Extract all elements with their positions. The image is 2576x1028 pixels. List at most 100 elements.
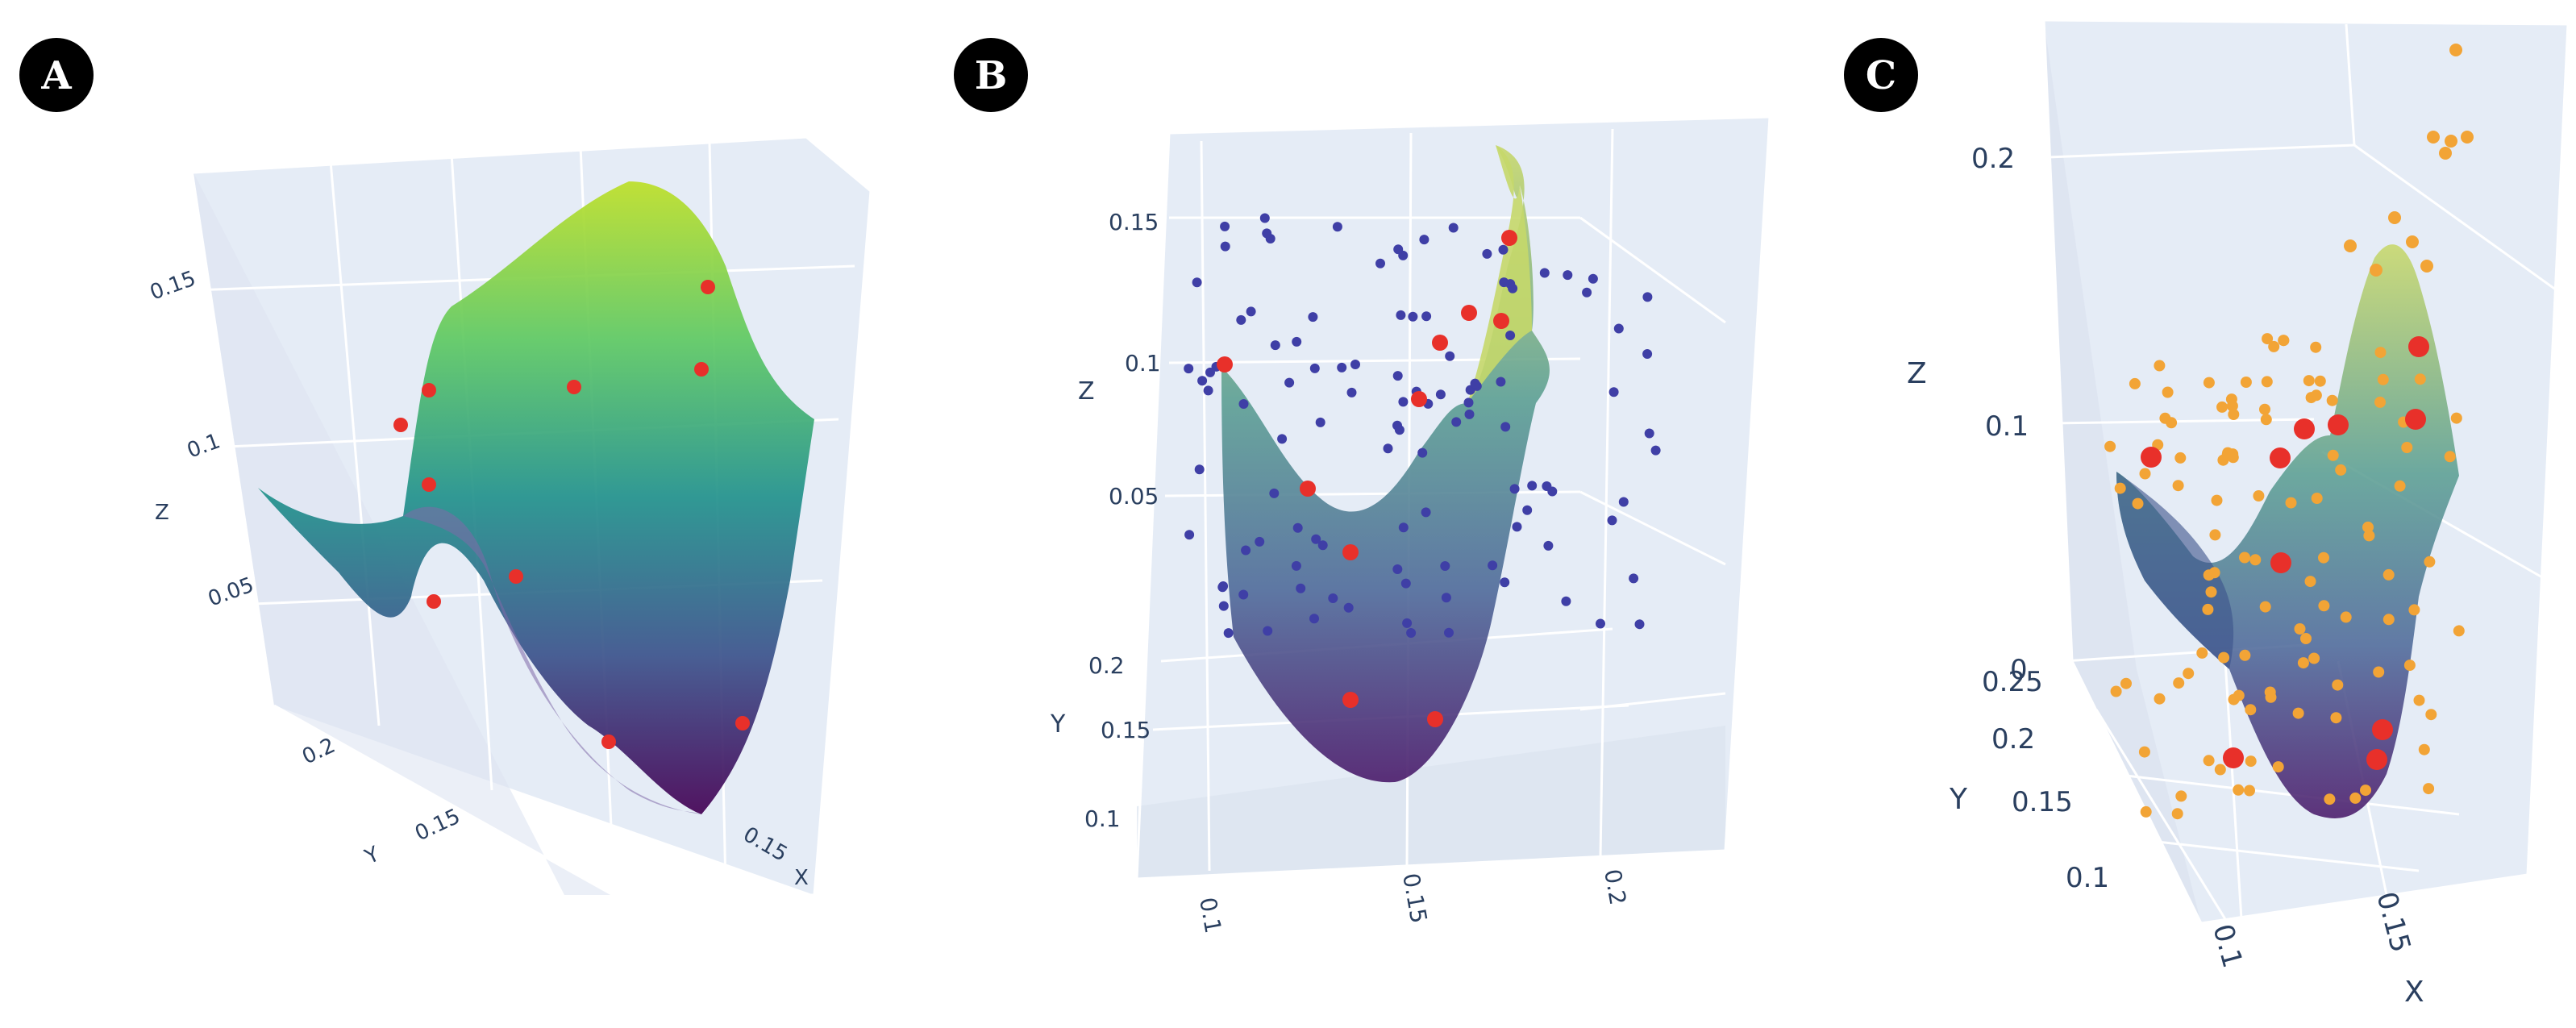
data-point-candidate xyxy=(1499,277,1509,288)
tick-label: 0.2 xyxy=(1991,723,2035,755)
y-axis-title-c: Y xyxy=(1949,783,1968,816)
data-point-sampled xyxy=(1427,711,1443,727)
data-point-sampled xyxy=(2408,336,2429,357)
data-point-evaluated xyxy=(2427,131,2440,144)
data-point-candidate xyxy=(1421,311,1432,322)
surface-c-fold xyxy=(2116,472,2234,669)
data-point-candidate xyxy=(1588,273,1598,284)
data-point-candidate xyxy=(1498,244,1509,255)
data-point-evaluated xyxy=(2139,468,2151,480)
data-point-candidate xyxy=(1263,626,1273,636)
data-point-evaluated xyxy=(2226,400,2238,412)
data-point-evaluated xyxy=(2278,335,2290,347)
data-point-evaluated xyxy=(2260,414,2272,426)
data-point-sampled xyxy=(1432,335,1448,351)
data-point-sampled xyxy=(2372,719,2393,740)
scene-wall-floor-b xyxy=(1137,726,1725,879)
tick-label: 0.15 xyxy=(2012,786,2073,818)
z-ticks-b: 0.15 0.1 0.05 xyxy=(1109,209,1161,510)
data-point-evaluated xyxy=(2423,783,2435,795)
data-point-candidate xyxy=(1392,420,1402,431)
badge-b-label: B xyxy=(975,53,1008,98)
data-point-sampled xyxy=(2141,447,2162,468)
data-point-evaluated xyxy=(2154,360,2166,372)
tick-label: 0.1 xyxy=(1985,410,2029,443)
data-point-candidate xyxy=(1496,377,1506,387)
data-point-sampled xyxy=(2223,747,2244,768)
data-point-sampled xyxy=(422,383,436,397)
data-point-sampled xyxy=(735,716,750,730)
data-point-candidate xyxy=(1596,618,1605,629)
data-point-evaluated xyxy=(2218,651,2230,664)
data-point-candidate xyxy=(1309,363,1320,373)
tick-label: 0.05 xyxy=(205,573,257,612)
data-point-candidate xyxy=(1563,270,1573,281)
tick-label: 0.05 xyxy=(1109,483,1159,510)
y-ticks-c: 0.25 0.2 0.15 0.1 xyxy=(1982,666,2109,894)
surface-b-peak xyxy=(1467,145,1532,403)
data-point-candidate xyxy=(1236,314,1246,325)
tick-label: 0.15 xyxy=(1109,209,1159,235)
data-point-evaluated xyxy=(2308,652,2320,664)
data-point-candidate xyxy=(1629,573,1639,584)
data-point-evaluated xyxy=(2202,603,2214,615)
data-point-sampled xyxy=(1411,391,1427,407)
data-point-candidate xyxy=(1270,340,1280,351)
data-point-evaluated xyxy=(2285,497,2297,509)
data-point-candidate xyxy=(1408,311,1418,322)
surface-b xyxy=(1221,145,1550,783)
data-point-candidate xyxy=(1400,578,1411,589)
data-point-evaluated xyxy=(2374,396,2386,408)
data-point-evaluated xyxy=(2175,790,2187,802)
data-point-evaluated xyxy=(2262,333,2274,345)
tick-label: 0.1 xyxy=(1194,895,1226,935)
data-point-evaluated xyxy=(2418,743,2430,755)
data-point-candidate xyxy=(1218,601,1229,611)
data-point-candidate xyxy=(1482,248,1492,259)
data-point-evaluated xyxy=(2203,755,2215,767)
badge-c xyxy=(1844,38,1918,112)
tick-label: 0.1 xyxy=(2066,862,2109,894)
data-point-sampled xyxy=(2328,414,2349,435)
data-point-candidate xyxy=(1262,228,1272,239)
data-point-evaluated xyxy=(2300,633,2312,644)
data-point-candidate xyxy=(1634,619,1645,630)
data-point-sampled xyxy=(422,477,436,492)
data-point-evaluated xyxy=(2173,677,2185,689)
data-point-evaluated xyxy=(2211,494,2223,506)
data-point-evaluated xyxy=(2318,600,2330,612)
data-point-candidate xyxy=(1217,582,1228,593)
data-point-candidate xyxy=(1220,221,1230,231)
data-point-sampled xyxy=(1342,544,1359,560)
data-point-evaluated xyxy=(2408,604,2420,616)
tick-label: 0.1 xyxy=(2206,921,2249,972)
data-point-candidate xyxy=(1269,488,1280,498)
tick-label: 0.1 xyxy=(184,429,223,463)
data-point-sampled xyxy=(2294,418,2315,439)
data-point-evaluated xyxy=(2311,493,2323,504)
data-point-sampled xyxy=(2366,749,2387,770)
data-point-candidate xyxy=(1618,497,1629,507)
data-point-sampled xyxy=(1217,356,1233,372)
data-point-evaluated xyxy=(2324,793,2336,805)
data-point-evaluated xyxy=(2439,147,2452,160)
data-point-candidate xyxy=(1259,213,1270,223)
data-point-candidate xyxy=(1642,349,1653,359)
data-point-candidate xyxy=(1448,223,1459,233)
data-point-candidate xyxy=(1284,377,1295,388)
data-point-candidate xyxy=(1308,312,1318,323)
surface-c xyxy=(2116,244,2459,818)
data-point-evaluated xyxy=(2413,694,2425,706)
data-point-evaluated xyxy=(2420,260,2433,273)
data-point-evaluated xyxy=(2310,341,2322,353)
x-ticks-b: 0.1 0.15 0.2 xyxy=(1194,867,1631,935)
markers-a xyxy=(393,280,750,749)
data-point-candidate xyxy=(1332,222,1342,232)
data-point-sampled xyxy=(1461,305,1477,321)
tick-label: 0.15 xyxy=(147,267,199,306)
tick-label: 0.15 xyxy=(2370,889,2416,955)
data-point-evaluated xyxy=(2461,131,2474,144)
data-point-candidate xyxy=(1463,397,1474,408)
panel-b: B 0.15 0.1 0.05 Z xyxy=(954,38,1771,935)
data-point-evaluated xyxy=(2303,375,2315,387)
